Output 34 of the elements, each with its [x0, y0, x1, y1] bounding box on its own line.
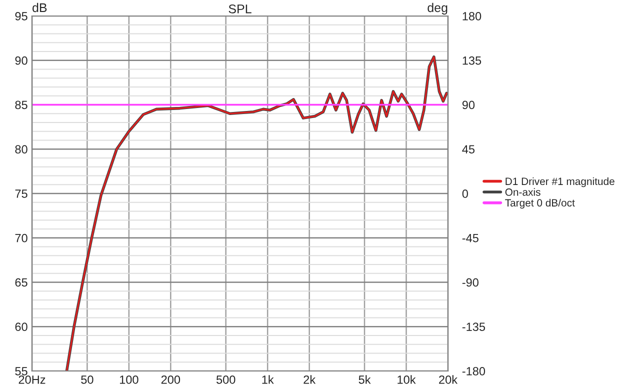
chart-title: SPL [228, 4, 252, 14]
y-tick-label: 60 [15, 322, 28, 332]
y-tick-label: 75 [15, 190, 28, 198]
legend-label: D1 Driver #1 magnitude [506, 177, 614, 188]
y-tick-label: 55 [15, 367, 28, 376]
y2-tick-label: 180 [462, 12, 482, 20]
y-axis-title: dB [32, 2, 47, 12]
x-tick-label: 1k [262, 375, 274, 384]
y2-axis-title: deg [428, 2, 448, 15]
x-tick-label: 50 [81, 375, 94, 384]
y2-tick-label: 135 [462, 56, 482, 65]
y2-tick-label: -180 [462, 367, 486, 376]
y-tick-label: 90 [15, 56, 28, 65]
x-tick-label: 2k [304, 375, 316, 384]
y-tick-label: 70 [15, 234, 28, 242]
x-tick-label: 20k [439, 375, 458, 384]
x-tick-label: 100 [120, 375, 138, 384]
x-tick-label: 5k [358, 375, 371, 384]
y-tick-label: 65 [15, 278, 28, 287]
y-tick-label: 80 [15, 145, 28, 154]
y-tick-label: 85 [15, 100, 28, 110]
y2-tick-label: -45 [462, 234, 478, 242]
x-tick-label: 200 [161, 375, 180, 384]
y2-tick-label: 45 [462, 145, 475, 154]
y-tick-label: 95 [15, 12, 28, 20]
y2-tick-label: -135 [462, 322, 486, 332]
x-tick-label: 10k [398, 375, 416, 384]
y2-tick-label: -90 [462, 278, 478, 287]
x-tick-label: 500 [216, 375, 236, 384]
y2-tick-label: 0 [462, 190, 468, 198]
legend-label: On-axis [505, 188, 540, 196]
legend-label: Target 0 dB/oct [505, 198, 575, 209]
x-tick-label: 20Hz [18, 375, 46, 384]
y2-tick-label: 90 [462, 100, 475, 110]
